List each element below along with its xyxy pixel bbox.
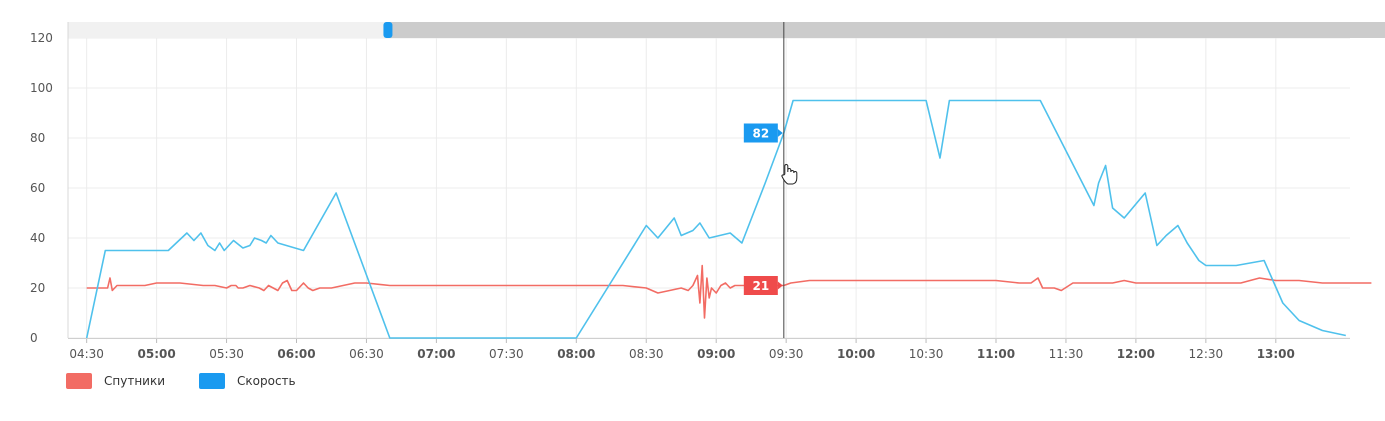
x-tick-label: 07:30 bbox=[489, 347, 524, 361]
axes-layer: 0 20 40 60 80 100 120 04:30 05:00 05:30 06:00 06:30… bbox=[30, 22, 1350, 361]
crosshair-label-pointer-satellites bbox=[777, 281, 783, 290]
y-tick-label: 20 bbox=[30, 281, 45, 295]
legend-item-satellites[interactable]: Спутники bbox=[66, 373, 165, 389]
series-layer bbox=[85, 99, 1372, 339]
x-tick-label: 09:30 bbox=[769, 347, 804, 361]
x-tick-label: 09:00 bbox=[697, 347, 735, 361]
legend-label-satellites: Спутники bbox=[104, 374, 166, 388]
y-tick-label: 0 bbox=[30, 331, 38, 345]
x-tick-label: 11:00 bbox=[977, 347, 1015, 361]
grid-layer bbox=[68, 37, 1350, 339]
x-tick-label: 13:00 bbox=[1257, 347, 1295, 361]
crosshair-label-bg-speed bbox=[743, 123, 778, 143]
y-tick-label: 120 bbox=[30, 31, 53, 45]
x-tick-label: 04:30 bbox=[69, 347, 104, 361]
x-tick-label: 12:00 bbox=[1117, 347, 1155, 361]
crosshair-layer: 82 21 bbox=[743, 22, 785, 338]
series-line-speed bbox=[85, 99, 1346, 339]
crosshair-label-satellites: 21 bbox=[752, 279, 769, 293]
x-tick-label: 07:00 bbox=[417, 347, 455, 361]
x-tick-label: 10:00 bbox=[837, 347, 875, 361]
navigator-layer bbox=[68, 22, 1385, 38]
hand-cursor-icon bbox=[781, 164, 798, 185]
y-tick-label: 80 bbox=[30, 131, 45, 145]
y-tick-label: 100 bbox=[30, 81, 53, 95]
crosshair-label-pointer-speed bbox=[777, 129, 783, 137]
x-tick-label: 05:00 bbox=[138, 347, 176, 361]
legend-label-speed: Скорость bbox=[237, 374, 296, 388]
x-tick-label: 11:30 bbox=[1049, 347, 1084, 361]
x-tick-label: 05:30 bbox=[209, 347, 244, 361]
legend-swatch-satellites bbox=[66, 373, 92, 389]
navigator-selection[interactable] bbox=[387, 22, 1385, 38]
x-tick-label: 10:30 bbox=[909, 347, 944, 361]
series-line-satellites bbox=[86, 264, 1372, 319]
x-tick-label: 06:30 bbox=[349, 347, 384, 361]
x-tick-label: 08:00 bbox=[557, 347, 595, 361]
legend-swatch-speed bbox=[199, 373, 226, 389]
navigator-handle-left[interactable] bbox=[383, 22, 393, 38]
legend-item-speed[interactable]: Скорость bbox=[199, 373, 296, 389]
legend: Спутники Скорость bbox=[66, 373, 296, 389]
x-tick-label: 12:30 bbox=[1189, 347, 1224, 361]
cursor-layer bbox=[781, 164, 798, 185]
crosshair-label-speed: 82 bbox=[752, 127, 769, 141]
x-tick-label: 08:30 bbox=[629, 347, 664, 361]
x-tick-label: 06:00 bbox=[277, 347, 315, 361]
y-tick-label: 40 bbox=[30, 231, 45, 245]
crosshair-label-bg-satellites bbox=[743, 276, 778, 295]
y-tick-label: 60 bbox=[30, 181, 45, 195]
